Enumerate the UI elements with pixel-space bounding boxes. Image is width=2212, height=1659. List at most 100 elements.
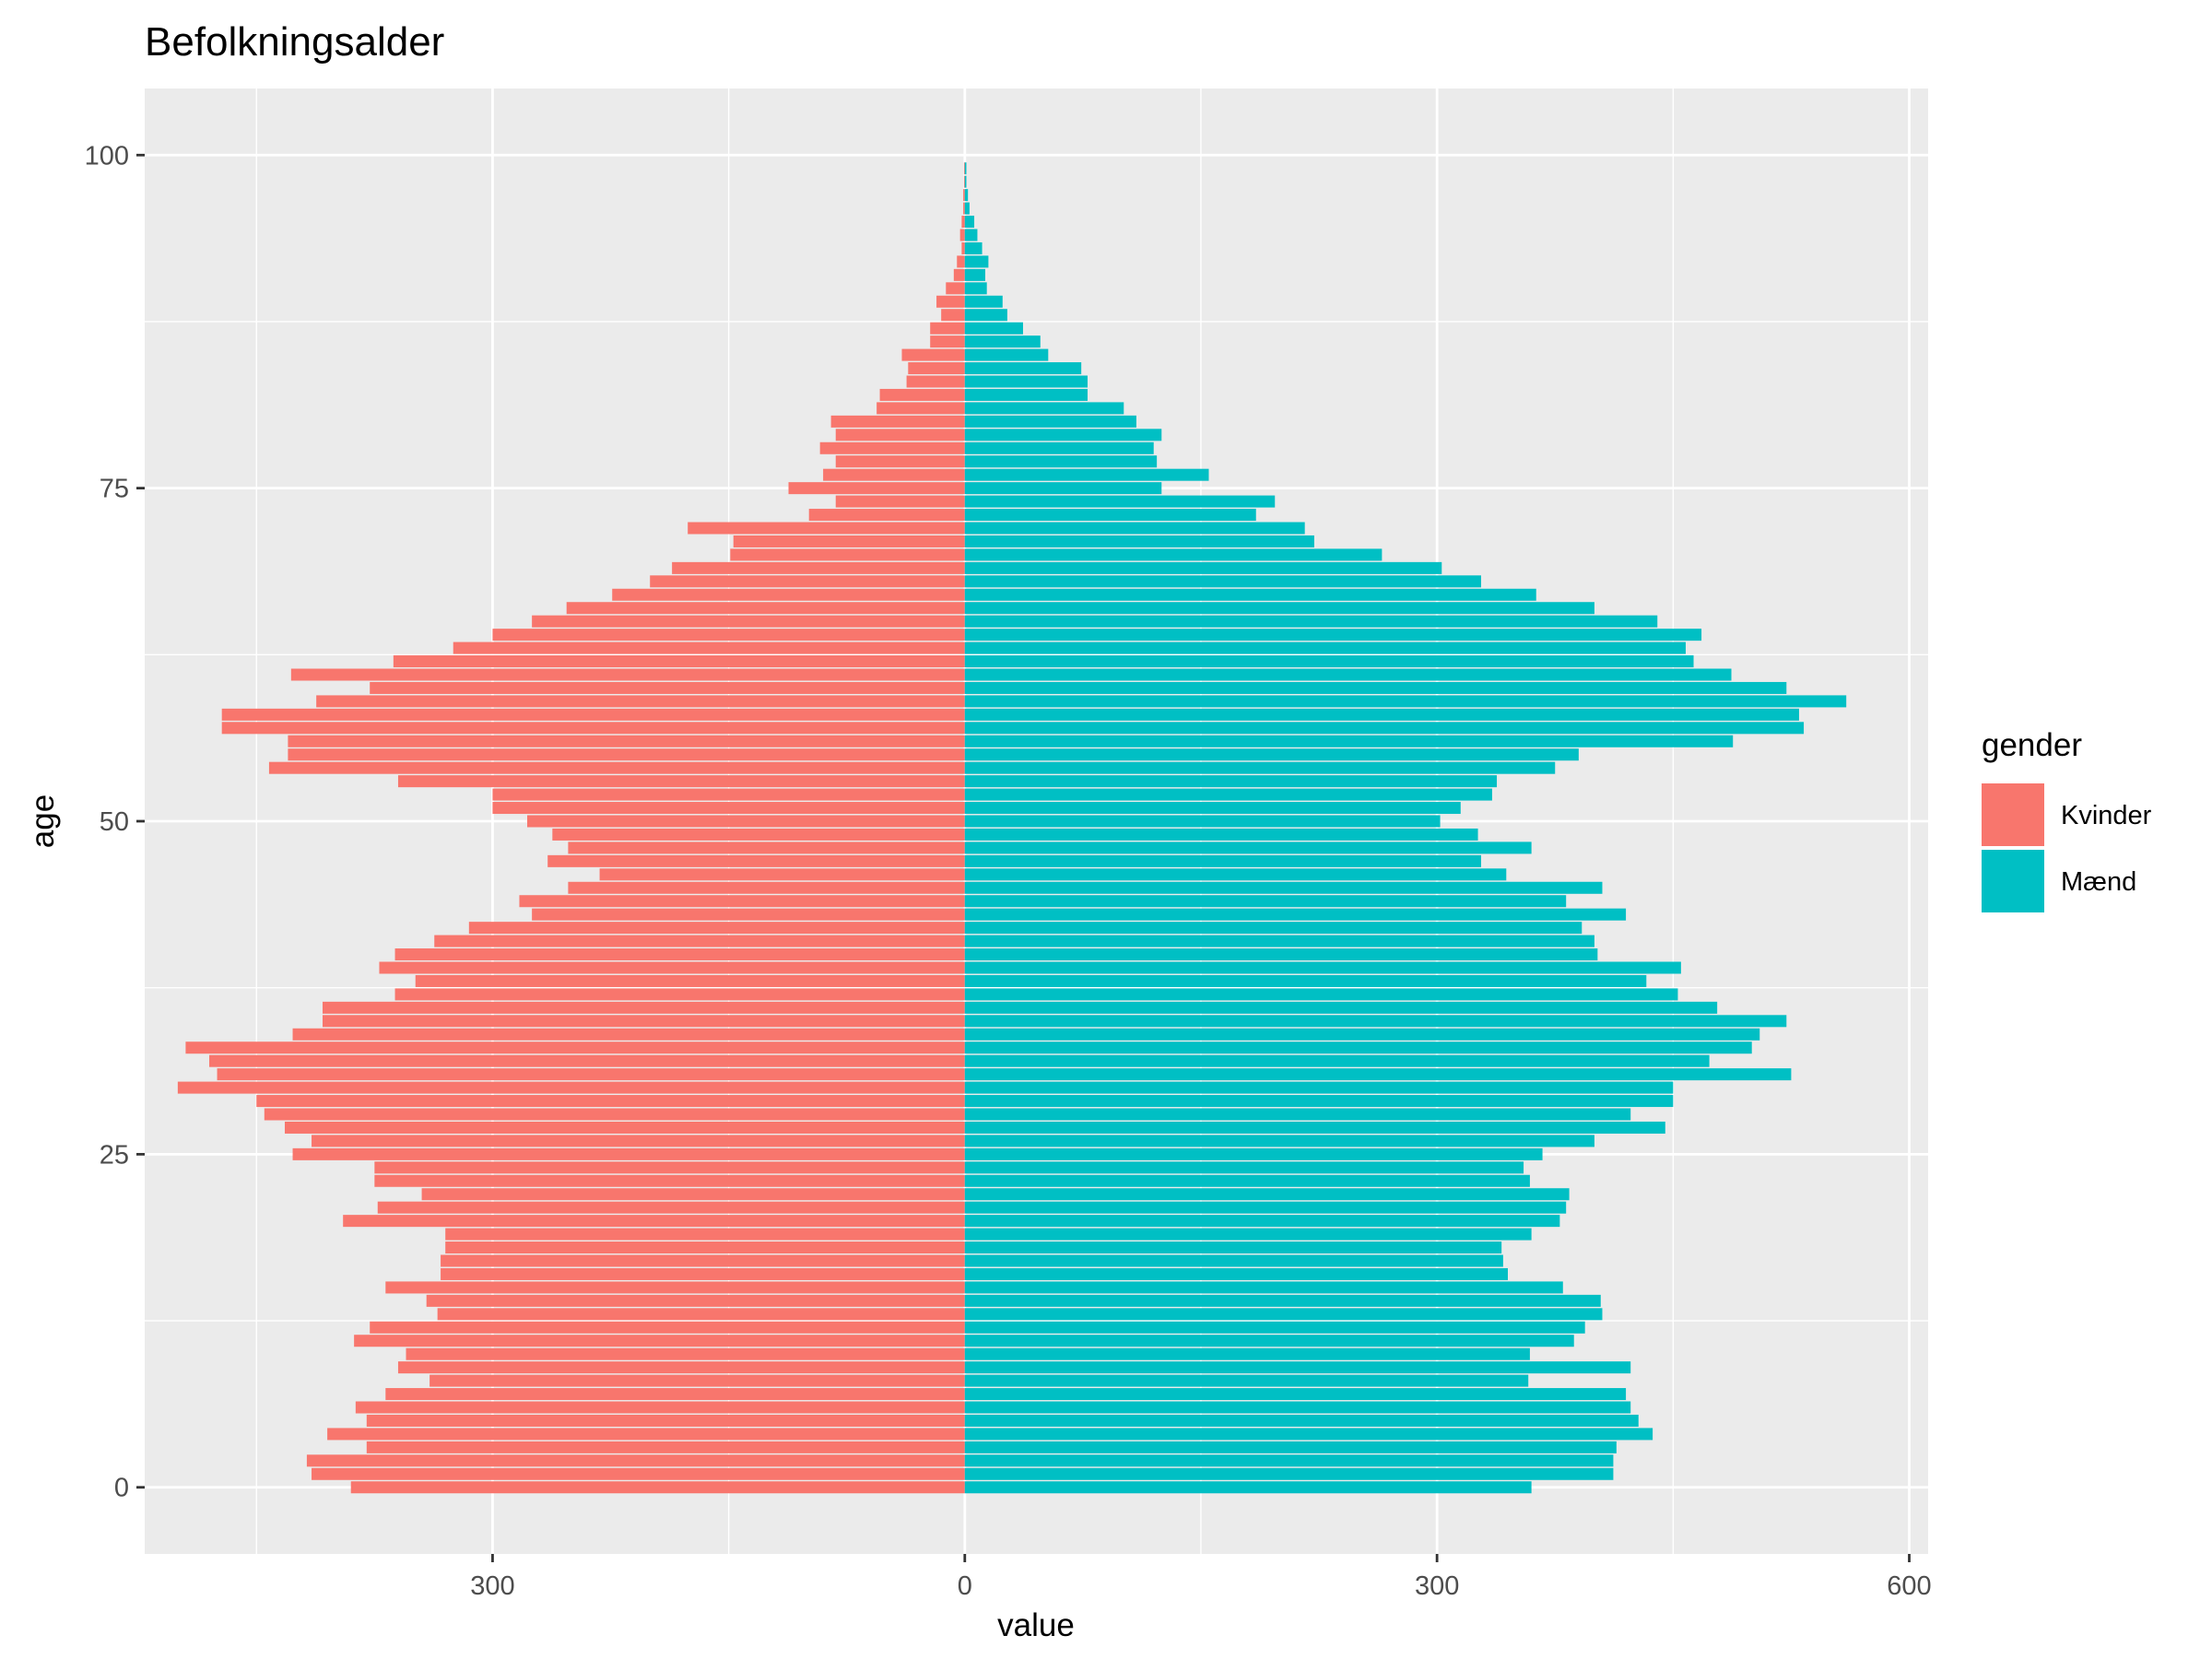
bar-maend-age-67: [964, 588, 1536, 601]
bar-kvinder-age-26: [312, 1135, 965, 1147]
bar-maend-age-63: [964, 641, 1686, 654]
bar-kvinder-age-33: [185, 1041, 965, 1054]
bar-kvinder-age-60: [370, 681, 965, 694]
bar-maend-age-89: [964, 295, 1003, 308]
legend: gender Kvinder Mænd: [1982, 727, 2152, 912]
bar-maend-age-43: [964, 908, 1627, 921]
bar-kvinder-age-82: [879, 388, 965, 401]
bar-maend-age-49: [964, 828, 1478, 841]
bar-maend-age-69: [964, 561, 1442, 574]
bar-maend-age-79: [964, 429, 1162, 441]
bar-kvinder-age-88: [941, 309, 965, 322]
bar-maend-age-56: [964, 735, 1734, 747]
x-tick-label: 300: [470, 1571, 514, 1601]
bar-kvinder-age-23: [374, 1174, 965, 1187]
bar-kvinder-age-4: [327, 1428, 965, 1441]
bar-kvinder-age-87: [930, 322, 965, 335]
x-tick-label: 0: [958, 1571, 972, 1601]
bar-kvinder-age-85: [901, 348, 965, 361]
bar-kvinder-age-74: [835, 495, 965, 508]
bar-maend-age-5: [964, 1414, 1639, 1427]
bar-kvinder-age-34: [292, 1028, 965, 1041]
bar-kvinder-age-68: [650, 575, 965, 588]
bar-maend-age-38: [964, 974, 1647, 987]
bar-kvinder-age-40: [394, 948, 965, 961]
bar-maend-age-61: [964, 668, 1732, 681]
bar-maend-age-35: [964, 1015, 1787, 1028]
bar-maend-age-30: [964, 1081, 1674, 1094]
bar-maend-age-75: [964, 482, 1162, 495]
legend-key-kvinder: [1982, 783, 2044, 846]
bar-maend-age-94: [964, 229, 978, 241]
bar-maend-age-97: [964, 189, 969, 202]
bar-maend-age-0: [964, 1481, 1532, 1494]
bar-kvinder-age-25: [292, 1147, 965, 1160]
bar-kvinder-age-31: [217, 1068, 965, 1081]
bar-kvinder-age-79: [835, 429, 965, 441]
bar-maend-age-39: [964, 961, 1681, 974]
y-tick-label: 50: [100, 807, 129, 837]
bar-maend-age-24: [964, 1161, 1524, 1174]
y-tick-label: 25: [100, 1140, 129, 1170]
bar-kvinder-age-73: [808, 509, 965, 522]
bar-maend-age-7: [964, 1388, 1627, 1401]
y-axis-title: age: [25, 794, 61, 848]
bar-kvinder-age-64: [492, 629, 965, 641]
bar-maend-age-28: [964, 1108, 1631, 1121]
bar-kvinder-age-62: [393, 655, 965, 668]
bar-kvinder-age-32: [209, 1054, 965, 1067]
bar-kvinder-age-63: [453, 641, 965, 654]
bar-kvinder-age-95: [961, 216, 965, 229]
bar-kvinder-age-96: [963, 202, 965, 215]
bar-maend-age-68: [964, 575, 1481, 588]
bar-kvinder-age-93: [961, 241, 965, 254]
bar-maend-age-60: [964, 681, 1787, 694]
bar-kvinder-age-6: [355, 1401, 965, 1414]
bar-maend-age-59: [964, 695, 1847, 708]
bar-maend-age-83: [964, 375, 1088, 388]
bar-kvinder-age-97: [963, 189, 965, 202]
bar-kvinder-age-52: [492, 788, 965, 801]
bar-kvinder-age-45: [568, 881, 965, 894]
bar-kvinder-age-37: [394, 988, 965, 1001]
bar-maend-age-88: [964, 309, 1007, 322]
bar-maend-age-96: [964, 202, 970, 215]
bar-maend-age-54: [964, 761, 1556, 774]
bar-kvinder-age-19: [445, 1228, 965, 1241]
bar-maend-age-1: [964, 1467, 1614, 1480]
bar-kvinder-age-15: [385, 1281, 965, 1294]
bar-maend-age-23: [964, 1174, 1530, 1187]
bar-maend-age-48: [964, 841, 1532, 854]
bar-maend-age-82: [964, 388, 1088, 401]
bar-kvinder-age-51: [492, 802, 965, 815]
bar-maend-age-99: [964, 162, 967, 175]
bar-kvinder-age-5: [366, 1414, 965, 1427]
y-tick-label: 100: [85, 141, 129, 171]
bar-maend-age-13: [964, 1308, 1603, 1321]
bar-kvinder-age-10: [406, 1347, 965, 1360]
bar-kvinder-age-83: [906, 375, 965, 388]
legend-key-maend: [1982, 850, 2044, 912]
bar-kvinder-age-89: [936, 295, 965, 308]
bar-kvinder-age-42: [468, 922, 965, 935]
y-tick-label: 0: [114, 1474, 129, 1503]
bar-maend-age-46: [964, 868, 1507, 881]
bar-maend-age-53: [964, 775, 1498, 788]
bar-kvinder-age-44: [519, 895, 965, 908]
bar-kvinder-age-69: [672, 561, 965, 574]
bar-maend-age-22: [964, 1188, 1570, 1201]
chart-title: Befolkningsalder: [145, 19, 444, 65]
bar-kvinder-age-43: [532, 908, 965, 921]
bar-maend-age-50: [964, 815, 1441, 828]
bar-maend-age-93: [964, 241, 982, 254]
bar-kvinder-age-98: [963, 175, 965, 188]
bar-kvinder-age-72: [688, 522, 965, 535]
bar-kvinder-age-12: [370, 1321, 965, 1334]
bar-maend-age-78: [964, 441, 1154, 454]
bar-kvinder-age-92: [957, 255, 965, 268]
bar-maend-age-76: [964, 468, 1209, 481]
bar-kvinder-age-70: [730, 548, 965, 561]
bar-kvinder-age-66: [566, 602, 965, 615]
x-axis: 300 0 300 600: [470, 1554, 1932, 1601]
